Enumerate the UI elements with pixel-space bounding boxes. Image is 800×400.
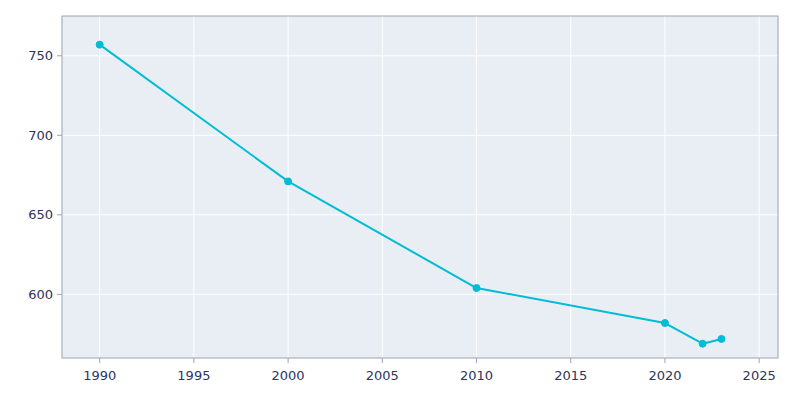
- x-tick: [193, 358, 194, 363]
- y-tick: [57, 55, 62, 56]
- x-tick-label: 2025: [743, 368, 776, 383]
- marker: [285, 178, 292, 185]
- line: [100, 45, 722, 344]
- y-tick-label: 750: [28, 48, 53, 63]
- x-tick-label: 2005: [366, 368, 399, 383]
- marker: [661, 320, 668, 327]
- marker: [473, 285, 480, 292]
- y-tick-label: 700: [28, 128, 53, 143]
- chart-container: 1990 1995 2000 2005 2010 2015 2020 2025 600 650 70…: [0, 0, 800, 400]
- x-grid-line: [570, 16, 571, 358]
- y-grid-line: [62, 55, 778, 56]
- y-grid-line: [62, 294, 778, 295]
- x-tick: [476, 358, 477, 363]
- marker: [718, 335, 725, 342]
- x-tick: [382, 358, 383, 363]
- y-tick: [57, 214, 62, 215]
- x-grid-line: [193, 16, 194, 358]
- x-tick: [664, 358, 665, 363]
- y-grid-line: [62, 135, 778, 136]
- marker: [96, 41, 103, 48]
- y-grid-line: [62, 214, 778, 215]
- x-grid-line: [99, 16, 100, 358]
- x-tick: [288, 358, 289, 363]
- marker: [699, 340, 706, 347]
- y-tick: [57, 294, 62, 295]
- x-tick-label: 1995: [177, 368, 210, 383]
- chart-svg: 1990 1995 2000 2005 2010 2015 2020 2025 600 650 70…: [0, 0, 800, 400]
- grid: [62, 16, 778, 358]
- x-tick: [99, 358, 100, 363]
- x-tick: [759, 358, 760, 363]
- y-tick-label: 650: [28, 207, 53, 222]
- x-tick-label: 2010: [460, 368, 493, 383]
- x-tick-label: 2000: [272, 368, 305, 383]
- x-grid-line: [382, 16, 383, 358]
- plot-frame: [62, 16, 778, 358]
- x-grid-line: [664, 16, 665, 358]
- plot-background: [62, 16, 778, 358]
- axes: 1990 1995 2000 2005 2010 2015 2020 2025 600 650 70…: [28, 48, 776, 383]
- series: [96, 41, 725, 347]
- x-tick-label: 2020: [648, 368, 681, 383]
- x-grid-line: [759, 16, 760, 358]
- x-tick: [570, 358, 571, 363]
- x-tick-label: 1990: [83, 368, 116, 383]
- x-grid-line: [476, 16, 477, 358]
- y-tick: [57, 135, 62, 136]
- x-grid-line: [288, 16, 289, 358]
- x-tick-label: 2015: [554, 368, 587, 383]
- y-tick-label: 600: [28, 287, 53, 302]
